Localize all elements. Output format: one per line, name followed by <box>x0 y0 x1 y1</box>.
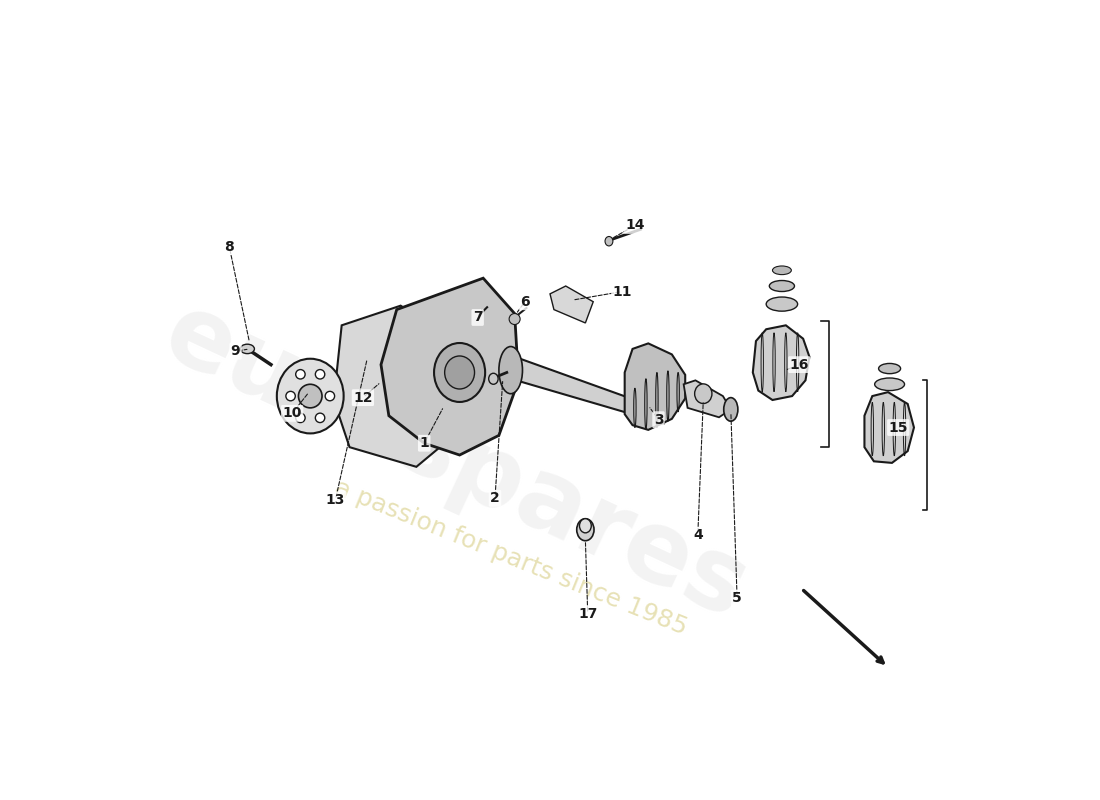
Polygon shape <box>550 286 593 323</box>
Polygon shape <box>625 343 685 430</box>
Text: 8: 8 <box>224 240 234 254</box>
Ellipse shape <box>277 358 343 434</box>
Text: 9: 9 <box>231 344 241 358</box>
Text: 16: 16 <box>790 358 808 372</box>
Text: 6: 6 <box>520 294 530 309</box>
Ellipse shape <box>694 384 712 403</box>
Text: 2: 2 <box>491 491 499 506</box>
Text: 7: 7 <box>473 310 483 325</box>
Text: eurospares: eurospares <box>148 286 762 641</box>
Ellipse shape <box>488 374 498 384</box>
Text: 4: 4 <box>693 528 703 542</box>
Text: 11: 11 <box>613 285 632 298</box>
Polygon shape <box>865 392 914 463</box>
Text: a passion for parts since 1985: a passion for parts since 1985 <box>331 475 691 639</box>
Circle shape <box>326 391 334 401</box>
Circle shape <box>296 413 305 422</box>
Ellipse shape <box>444 356 474 389</box>
Circle shape <box>316 413 324 422</box>
Ellipse shape <box>767 297 798 311</box>
Text: 17: 17 <box>578 607 597 621</box>
Ellipse shape <box>769 281 794 291</box>
Circle shape <box>286 391 295 401</box>
Text: 3: 3 <box>653 413 663 426</box>
Ellipse shape <box>499 346 522 394</box>
Ellipse shape <box>605 237 613 246</box>
Ellipse shape <box>874 378 904 390</box>
Text: 14: 14 <box>625 218 645 233</box>
Ellipse shape <box>434 343 485 402</box>
Text: 5: 5 <box>733 591 742 605</box>
Text: 1: 1 <box>419 436 429 450</box>
Polygon shape <box>333 306 463 467</box>
Text: 15: 15 <box>889 421 908 434</box>
Ellipse shape <box>772 266 791 274</box>
Polygon shape <box>683 380 730 418</box>
Polygon shape <box>752 326 810 400</box>
Ellipse shape <box>576 518 594 541</box>
Circle shape <box>509 314 520 325</box>
Ellipse shape <box>724 398 738 422</box>
Polygon shape <box>503 357 668 423</box>
Circle shape <box>298 384 322 408</box>
Ellipse shape <box>879 363 901 374</box>
Circle shape <box>296 370 305 379</box>
Circle shape <box>316 370 324 379</box>
Polygon shape <box>381 278 518 455</box>
Ellipse shape <box>240 344 254 354</box>
Ellipse shape <box>580 518 592 533</box>
Text: 10: 10 <box>283 406 301 420</box>
Text: 13: 13 <box>326 493 345 507</box>
Text: 12: 12 <box>353 390 373 405</box>
